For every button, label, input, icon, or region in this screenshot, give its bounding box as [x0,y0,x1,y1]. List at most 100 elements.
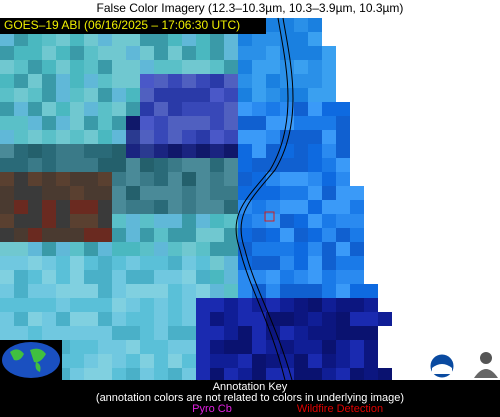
pixel-block [98,144,112,158]
pixel-block [280,18,294,32]
pixel-block [28,172,42,186]
pixel-block [42,326,56,340]
pixel-block [210,88,224,102]
pixel-block [322,326,336,340]
pixel-block [140,102,154,116]
pixel-block [140,46,154,60]
pixel-block [56,172,70,186]
pixel-block [84,214,98,228]
pixel-block [70,60,84,74]
pixel-block [42,284,56,298]
pixel-block [154,368,168,380]
pixel-block [126,144,140,158]
pixel-block [378,368,392,380]
pixel-block [294,74,308,88]
pixel-block [182,158,196,172]
pixel-block [28,214,42,228]
pixel-block [238,326,252,340]
pixel-block [56,200,70,214]
pixel-block [196,200,210,214]
pixel-block [70,284,84,298]
pixel-block [182,32,196,46]
pixel-block [210,340,224,354]
pixel-block [14,116,28,130]
pixel-block [14,242,28,256]
pixel-block [238,46,252,60]
pixel-block [84,186,98,200]
pixel-block [266,46,280,60]
pixel-block [294,298,308,312]
pixel-block [210,186,224,200]
pixel-block [252,312,266,326]
pixel-block [140,200,154,214]
pixel-block [210,214,224,228]
pixel-block [140,340,154,354]
pixel-block [336,298,350,312]
pixel-block [182,200,196,214]
pixel-block [168,214,182,228]
pixel-block [0,270,14,284]
pixel-block [308,88,322,102]
pixel-block [210,242,224,256]
pixel-block [308,368,322,380]
pixel-block [14,102,28,116]
pixel-block [182,186,196,200]
pixel-block [350,242,364,256]
pixel-block [210,256,224,270]
pixel-block [84,368,98,380]
pixel-block [168,312,182,326]
pixel-block [224,228,238,242]
pixel-block [0,186,14,200]
pixel-block [364,298,378,312]
pixel-block [112,284,126,298]
pixel-block [70,200,84,214]
pixel-block [98,214,112,228]
pixel-block [14,270,28,284]
pixel-block [154,256,168,270]
pixel-block [28,32,42,46]
pixel-block [154,88,168,102]
pixel-block [196,298,210,312]
pixel-block [0,102,14,116]
pixel-block [294,144,308,158]
pixel-block [266,298,280,312]
pixel-block [168,116,182,130]
pixel-block [252,214,266,228]
pixel-block [350,312,364,326]
pixel-block [238,60,252,74]
pixel-block [224,74,238,88]
pixel-block [280,88,294,102]
pixel-block [308,326,322,340]
pixel-block [280,228,294,242]
pixel-block [322,60,336,74]
pixel-block [140,326,154,340]
pixel-block [28,284,42,298]
pixel-block [126,326,140,340]
pixel-block [112,74,126,88]
pixel-block [126,284,140,298]
pixel-block [84,46,98,60]
pixel-block [210,46,224,60]
pixel-block [154,270,168,284]
pixel-block [196,270,210,284]
pixel-block [280,270,294,284]
pixel-block [42,186,56,200]
pixel-block [196,46,210,60]
pixel-block [98,32,112,46]
pixel-block [0,32,14,46]
pixel-block [140,270,154,284]
pixel-block [224,116,238,130]
pixel-block [112,214,126,228]
pixel-block [98,102,112,116]
pixel-block [56,130,70,144]
pixel-block [322,256,336,270]
pixel-block [280,354,294,368]
pixel-block [280,102,294,116]
pixel-block [112,186,126,200]
pixel-block [84,298,98,312]
pixel-block [56,60,70,74]
pixel-block [294,326,308,340]
pixel-block [266,102,280,116]
pixel-block [84,270,98,284]
pixel-block [238,88,252,102]
